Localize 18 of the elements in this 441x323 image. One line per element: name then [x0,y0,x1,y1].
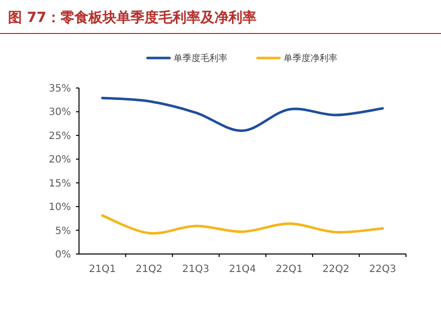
x-tick-label: 22Q2 [322,264,350,275]
y-tick-label: 0% [55,250,71,260]
x-tick-label: 21Q1 [88,264,116,275]
y-tick-label: 15% [48,178,71,190]
y-tick-label: 30% [48,107,71,118]
legend-label: 单季度净利率 [284,53,338,64]
x-tick-label: 22Q3 [369,264,396,275]
y-tick-label: 25% [48,130,71,142]
chart-title: 图 77：零食板块单季度毛利率及净利率 [8,9,256,26]
x-tick-label: 21Q3 [182,264,210,275]
x-tick-label: 21Q2 [136,264,163,275]
y-tick-label: 10% [48,202,71,214]
y-tick-label: 20% [48,154,71,166]
legend-label: 单季度毛利率 [174,53,228,64]
x-tick-label: 22Q1 [276,264,303,275]
y-tick-label: 5% [55,226,71,237]
y-tick-label: 35% [48,84,71,94]
x-tick-label: 21Q4 [229,264,256,275]
